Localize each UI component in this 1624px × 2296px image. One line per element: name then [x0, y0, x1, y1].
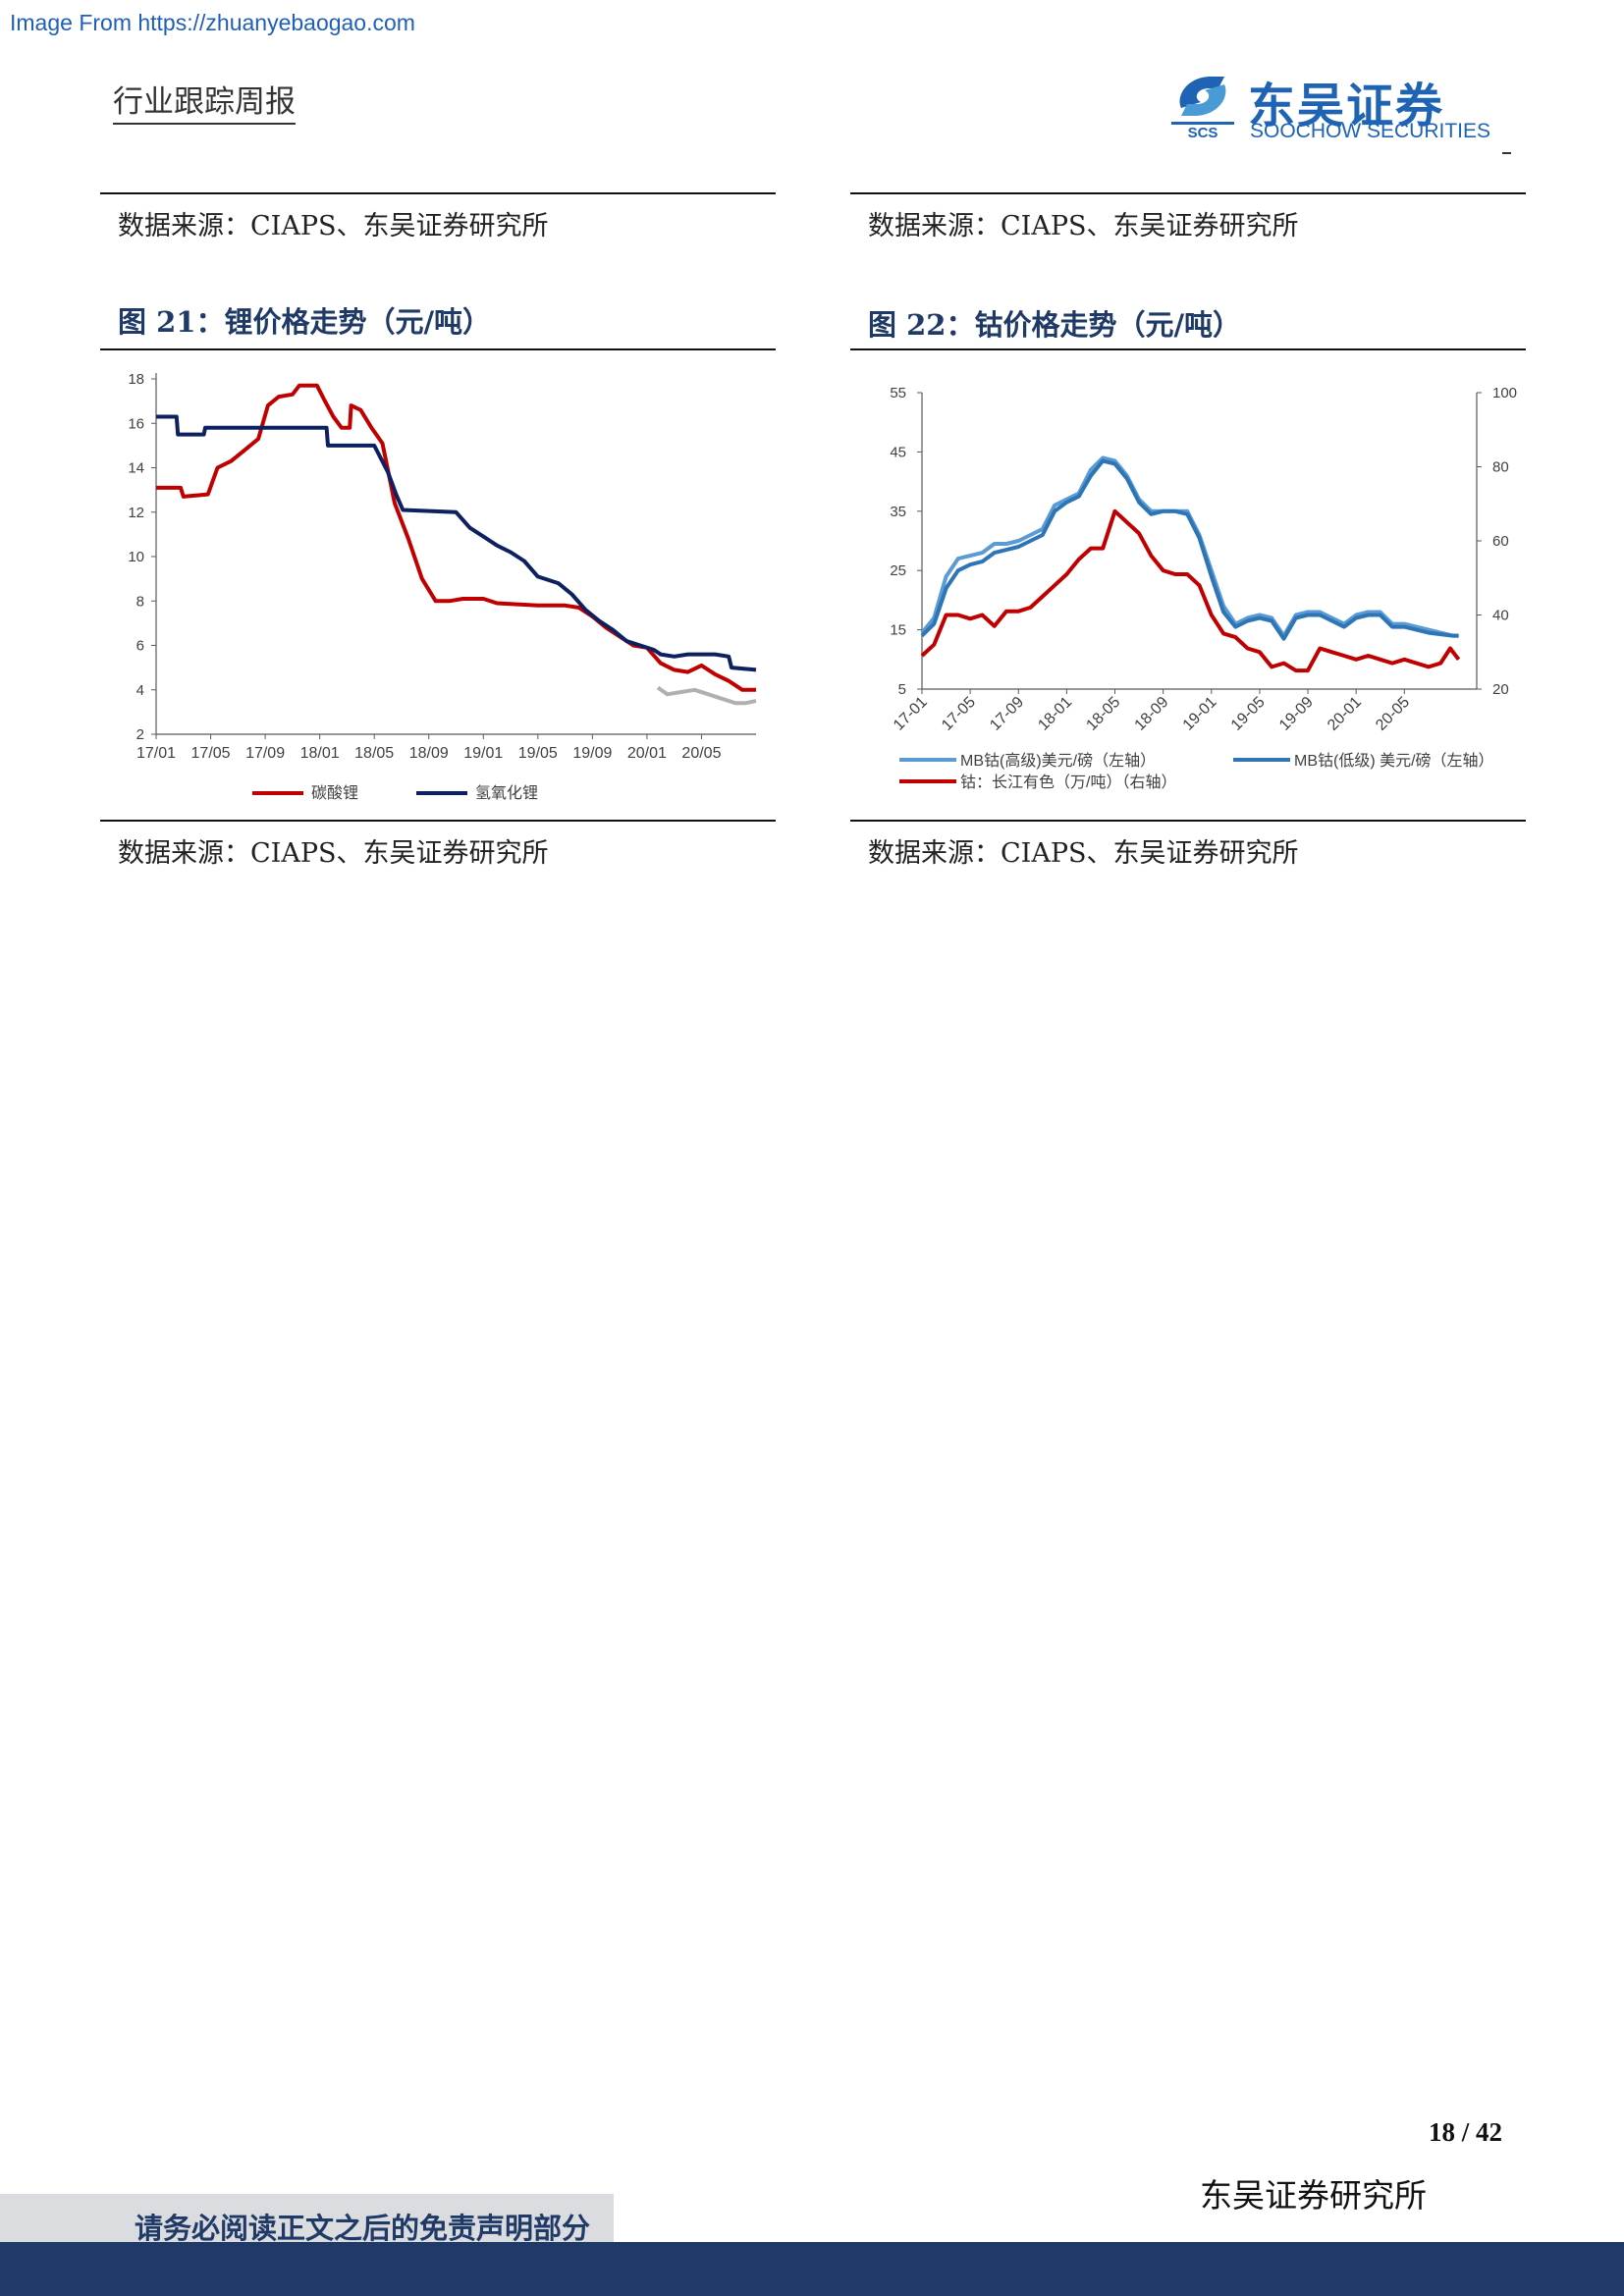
x-tick-label: 17-01 — [891, 694, 931, 734]
y-right-tick-label: 20 — [1492, 681, 1509, 698]
rule-under-chart — [100, 820, 776, 822]
y-tick-label: 6 — [136, 638, 144, 655]
y-left-tick-label: 45 — [890, 444, 906, 460]
legend-label: 钴：长江有色（万/吨）（右轴） — [960, 774, 1176, 791]
source-note-bottom: 数据来源：CIAPS、东吴证券研究所 — [118, 838, 549, 869]
y-tick-label: 10 — [128, 549, 144, 565]
x-tick-label: 20/05 — [681, 745, 721, 762]
lithium-price-chart: 2 4 6 8 10 12 14 16 18 17/01 17/05 17/09 18/01 18/05 1… — [128, 371, 757, 802]
logo-mark-text: SCS — [1188, 125, 1218, 139]
series-line-2 — [920, 508, 1461, 673]
x-tick-label: 17-05 — [939, 694, 979, 734]
y-tick-label: 4 — [136, 682, 144, 699]
rule-top — [850, 192, 1526, 194]
y-left-tick-label: 35 — [890, 504, 906, 520]
y-left-tick-label: 55 — [890, 385, 906, 401]
x-tick-label: 19-05 — [1228, 694, 1269, 734]
y-tick-label: 2 — [136, 726, 144, 743]
x-tick-label: 19/01 — [463, 745, 503, 762]
legend-label: 氢氧化锂 — [475, 784, 538, 802]
source-note-bottom: 数据来源：CIAPS、东吴证券研究所 — [868, 838, 1299, 869]
legend-label: 碳酸锂 — [311, 784, 358, 802]
y-left-tick-label: 25 — [890, 562, 906, 579]
y-right-tick-label: 80 — [1492, 459, 1509, 476]
x-tick-label: 17/01 — [136, 745, 176, 762]
y-tick-label: 12 — [128, 505, 144, 521]
legend-label: MB钴(低级) 美元/磅（左轴） — [1294, 752, 1494, 770]
y-left-tick-label: 15 — [890, 622, 906, 639]
series-line-0 — [156, 383, 756, 692]
x-tick-label: 20/01 — [627, 745, 667, 762]
series-line-1 — [156, 414, 757, 672]
logo-chinese-name: 东吴证券 — [1248, 79, 1445, 133]
y-tick-label: 8 — [136, 593, 144, 610]
header-divider-mark — [1502, 152, 1511, 154]
figure-21-title: 图 21：锂价格走势（元/吨） — [118, 305, 492, 339]
figure-22-title: 图 22：钴价格走势（元/吨） — [868, 308, 1242, 342]
x-tick-label: 17/05 — [191, 745, 231, 762]
source-note-top: 数据来源：CIAPS、东吴证券研究所 — [868, 211, 1299, 241]
y-right-tick-label: 40 — [1492, 608, 1509, 624]
x-tick-label: 18/09 — [409, 745, 449, 762]
watermark-url[interactable]: Image From https://zhuanyebaogao.com — [10, 10, 415, 35]
footer-navy-band — [0, 2242, 1624, 2296]
y-left-tick-label: 5 — [898, 681, 906, 698]
y-tick-label: 14 — [128, 460, 144, 477]
page-number: 18 / 42 — [1429, 2117, 1503, 2147]
source-note-top: 数据来源：CIAPS、东吴证券研究所 — [118, 211, 549, 241]
y-right-tick-label: 60 — [1492, 533, 1509, 550]
y-tick-label: 16 — [128, 415, 144, 432]
series-line-1 — [920, 458, 1459, 641]
x-tick-label: 19-01 — [1180, 694, 1220, 734]
logo-english-name: SOOCHOW SECURITIES — [1250, 120, 1491, 142]
x-tick-label: 18-05 — [1083, 694, 1123, 734]
x-tick-label: 18/01 — [300, 745, 340, 762]
series-line-0 — [920, 455, 1459, 638]
footer-institution: 东吴证券研究所 — [1200, 2176, 1427, 2215]
rule-under-chart — [850, 820, 1526, 822]
x-tick-label: 18-09 — [1132, 694, 1172, 734]
series-line-2 — [656, 685, 757, 706]
y-tick-label: 18 — [128, 371, 144, 388]
x-tick-label: 18-01 — [1035, 694, 1075, 734]
y-right-tick-label: 100 — [1492, 385, 1517, 401]
x-tick-label: 18/05 — [354, 745, 394, 762]
legend-label: MB钴(高级)美元/磅（左轴） — [960, 752, 1156, 770]
x-tick-label: 20-01 — [1325, 694, 1365, 734]
x-tick-label: 19/09 — [572, 745, 612, 762]
footer-disclaimer: 请务必阅读正文之后的免责声明部分 — [135, 2212, 591, 2245]
rule-under-title — [100, 348, 776, 350]
logo-mark-icon: SCS — [1171, 77, 1234, 139]
rule-under-title — [850, 348, 1526, 350]
x-tick-label: 19-09 — [1276, 694, 1317, 734]
x-tick-label: 19/05 — [518, 745, 558, 762]
x-tick-label: 20-05 — [1373, 694, 1413, 734]
x-tick-label: 17/09 — [245, 745, 285, 762]
report-type-title: 行业跟踪周报 — [113, 77, 296, 125]
company-logo: SCS 东吴证券 SOOCHOW SECURITIES — [1171, 71, 1495, 149]
rule-top — [100, 192, 776, 194]
x-tick-label: 17-09 — [987, 694, 1027, 734]
